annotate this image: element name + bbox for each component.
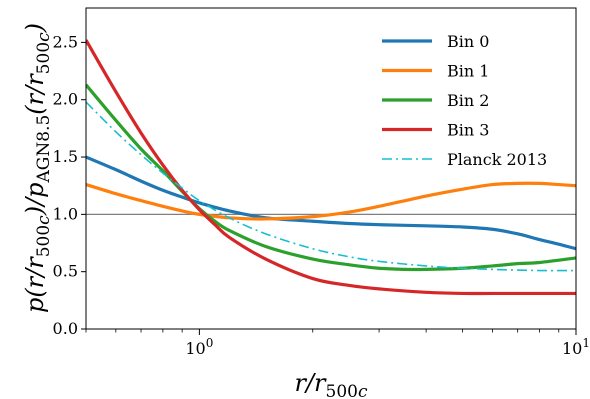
- plot-background: [86, 8, 576, 329]
- series-line-4: [86, 101, 576, 272]
- y-tick-label: 1.0: [53, 204, 78, 223]
- x-tick-label: 101: [562, 336, 590, 358]
- y-axis-label: p(r/r500c)/pAGN8.5(r/r500c): [21, 23, 54, 313]
- series-line-1: [86, 181, 576, 221]
- series-line-3: [86, 39, 576, 296]
- y-tick-label: 0.5: [53, 262, 78, 281]
- y-tick-label: 2.0: [53, 90, 78, 109]
- legend-label-1: Bin 1: [447, 62, 489, 81]
- y-tick-label: 1.5: [53, 147, 78, 166]
- legend-label-0: Bin 0: [447, 32, 489, 51]
- series-line-2: [86, 83, 576, 272]
- legend: Bin 0 Bin 1 Bin 2 Bin 3 Planck 2013: [382, 32, 547, 169]
- y-tick-label: 2.5: [53, 32, 78, 51]
- x-axis-label: r/r500c: [294, 369, 367, 399]
- y-tick-label: 0.0: [53, 319, 78, 338]
- ticks-layer: 0.0 0.5 1.0 1.5 2.0 2.5 100 101: [53, 32, 590, 358]
- series-layer: [86, 39, 576, 296]
- plot-frame: [85, 7, 577, 330]
- series-line-0: [86, 155, 576, 251]
- legend-label-3: Bin 3: [447, 121, 489, 140]
- x-tick-label: 100: [185, 336, 213, 358]
- legend-label-2: Bin 2: [447, 91, 489, 110]
- legend-label-4: Planck 2013: [447, 150, 547, 169]
